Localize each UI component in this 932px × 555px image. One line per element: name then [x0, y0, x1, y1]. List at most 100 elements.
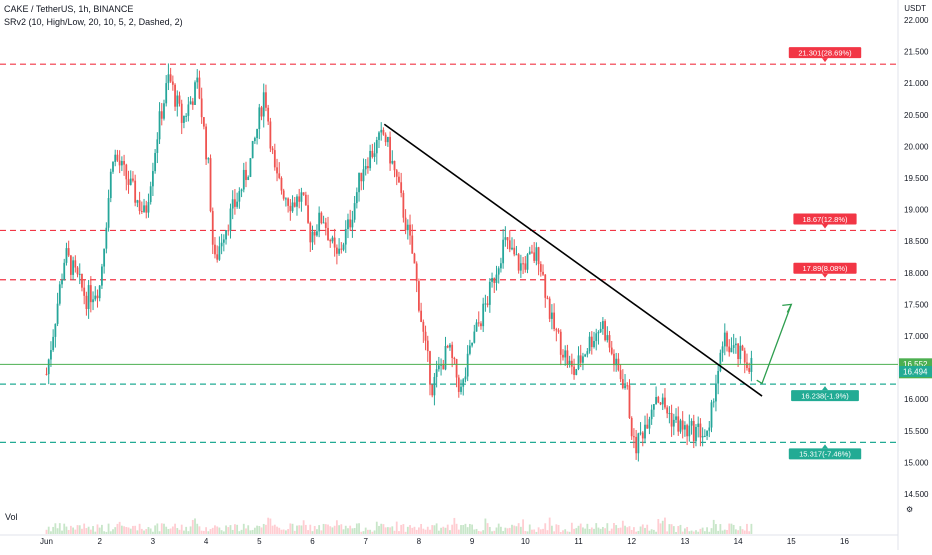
volume-bar: [276, 526, 278, 534]
volume-bar: [750, 523, 753, 534]
candle-down: [573, 366, 575, 375]
candle-down: [118, 160, 121, 166]
candle-up: [58, 284, 61, 304]
volume-bar: [577, 525, 580, 534]
volume-bar: [420, 524, 423, 534]
x-tick-label: 7: [363, 537, 368, 546]
candle-down: [692, 420, 695, 442]
symbol-title[interactable]: CAKE / TetherUS, 1h, BINANCE: [4, 4, 134, 14]
x-tick-label: 9: [470, 537, 475, 546]
volume-bar: [515, 526, 518, 534]
candle-down: [548, 298, 551, 319]
volume-bar: [262, 523, 265, 534]
level-label-text: 17.89(8.08%): [802, 264, 848, 273]
candle-down: [539, 264, 542, 272]
volume-bar: [433, 525, 436, 534]
volume-bar: [265, 524, 267, 534]
volume-label[interactable]: Vol: [5, 512, 18, 522]
candle-down: [413, 253, 416, 264]
volume-bar: [513, 525, 516, 534]
volume-bar: [588, 529, 591, 534]
volume-bar: [109, 531, 112, 534]
volume-bar: [331, 527, 334, 534]
candle-up: [47, 359, 50, 375]
volume-bar: [500, 526, 502, 534]
candle-down: [269, 121, 272, 149]
candle-up: [601, 321, 604, 329]
candle-up: [229, 208, 232, 231]
volume-bar: [165, 526, 168, 534]
volume-bar: [586, 523, 589, 534]
candle-up: [231, 199, 234, 209]
candle-up: [475, 322, 478, 332]
volume-bar: [247, 525, 250, 534]
candle-up: [730, 347, 733, 353]
candle-down: [265, 92, 267, 108]
candle-up: [258, 107, 261, 130]
candle-up: [165, 83, 168, 104]
volume-bar: [169, 528, 172, 534]
candle-down: [659, 402, 662, 405]
candle-down: [282, 190, 285, 199]
candle-down: [418, 281, 420, 311]
volume-bar: [358, 523, 360, 534]
y-tick-label: 21.000: [904, 79, 929, 88]
candle-up: [322, 222, 325, 224]
candle-down: [132, 178, 134, 181]
candle-down: [555, 329, 558, 331]
level-label-text: 21.301(28.69%): [798, 48, 852, 57]
volume-bar: [493, 530, 496, 534]
candle-up: [54, 323, 57, 337]
volume-bar: [171, 526, 174, 534]
candle-down: [245, 169, 247, 180]
volume-bar: [242, 523, 245, 534]
candle-up: [103, 248, 106, 267]
volume-bar: [273, 524, 276, 534]
volume-bar: [491, 531, 493, 534]
candle-up: [504, 237, 507, 240]
candle-up: [98, 285, 101, 299]
volume-bar: [194, 518, 196, 534]
volume-bar: [156, 523, 159, 534]
volume-bar: [604, 528, 606, 534]
candle-up: [519, 263, 522, 271]
volume-bar: [107, 523, 110, 534]
level-label-text: 15.317(-7.46%): [799, 450, 851, 459]
indicator-legend[interactable]: SRv2 (10, High/Low, 20, 10, 5, 2, Dashed…: [4, 17, 183, 27]
candle-down: [537, 247, 540, 265]
candle-up: [154, 152, 157, 172]
volume-bar: [118, 521, 121, 534]
volume-bar: [686, 526, 689, 534]
volume-bar: [318, 525, 321, 534]
y-tick-label: 18.000: [904, 269, 929, 278]
candle-down: [89, 285, 92, 303]
candle-down: [451, 344, 454, 358]
candle-up: [185, 115, 188, 117]
candle-down: [579, 355, 582, 363]
candle-down: [180, 103, 183, 123]
volume-bar: [610, 528, 613, 534]
volume-bar: [211, 527, 214, 534]
volume-bar: [659, 523, 662, 534]
candle-up: [65, 248, 68, 263]
candle-up: [712, 401, 715, 403]
volume-bar: [506, 528, 509, 534]
volume-bar: [712, 519, 715, 534]
volume-bar: [398, 531, 400, 534]
candle-up: [347, 219, 349, 230]
candle-up: [72, 260, 74, 275]
candle-up: [391, 160, 394, 164]
candle-down: [395, 170, 398, 177]
volume-bar: [313, 525, 316, 534]
candle-down: [267, 107, 270, 122]
volume-bar: [637, 530, 640, 534]
candle-down: [646, 424, 649, 429]
candle-down: [360, 172, 363, 182]
candle-up: [152, 171, 154, 187]
volume-bar: [675, 531, 677, 534]
volume-bar: [655, 531, 657, 534]
volume-bar: [67, 529, 70, 534]
volume-bar: [522, 519, 524, 534]
candle-down: [641, 432, 644, 439]
